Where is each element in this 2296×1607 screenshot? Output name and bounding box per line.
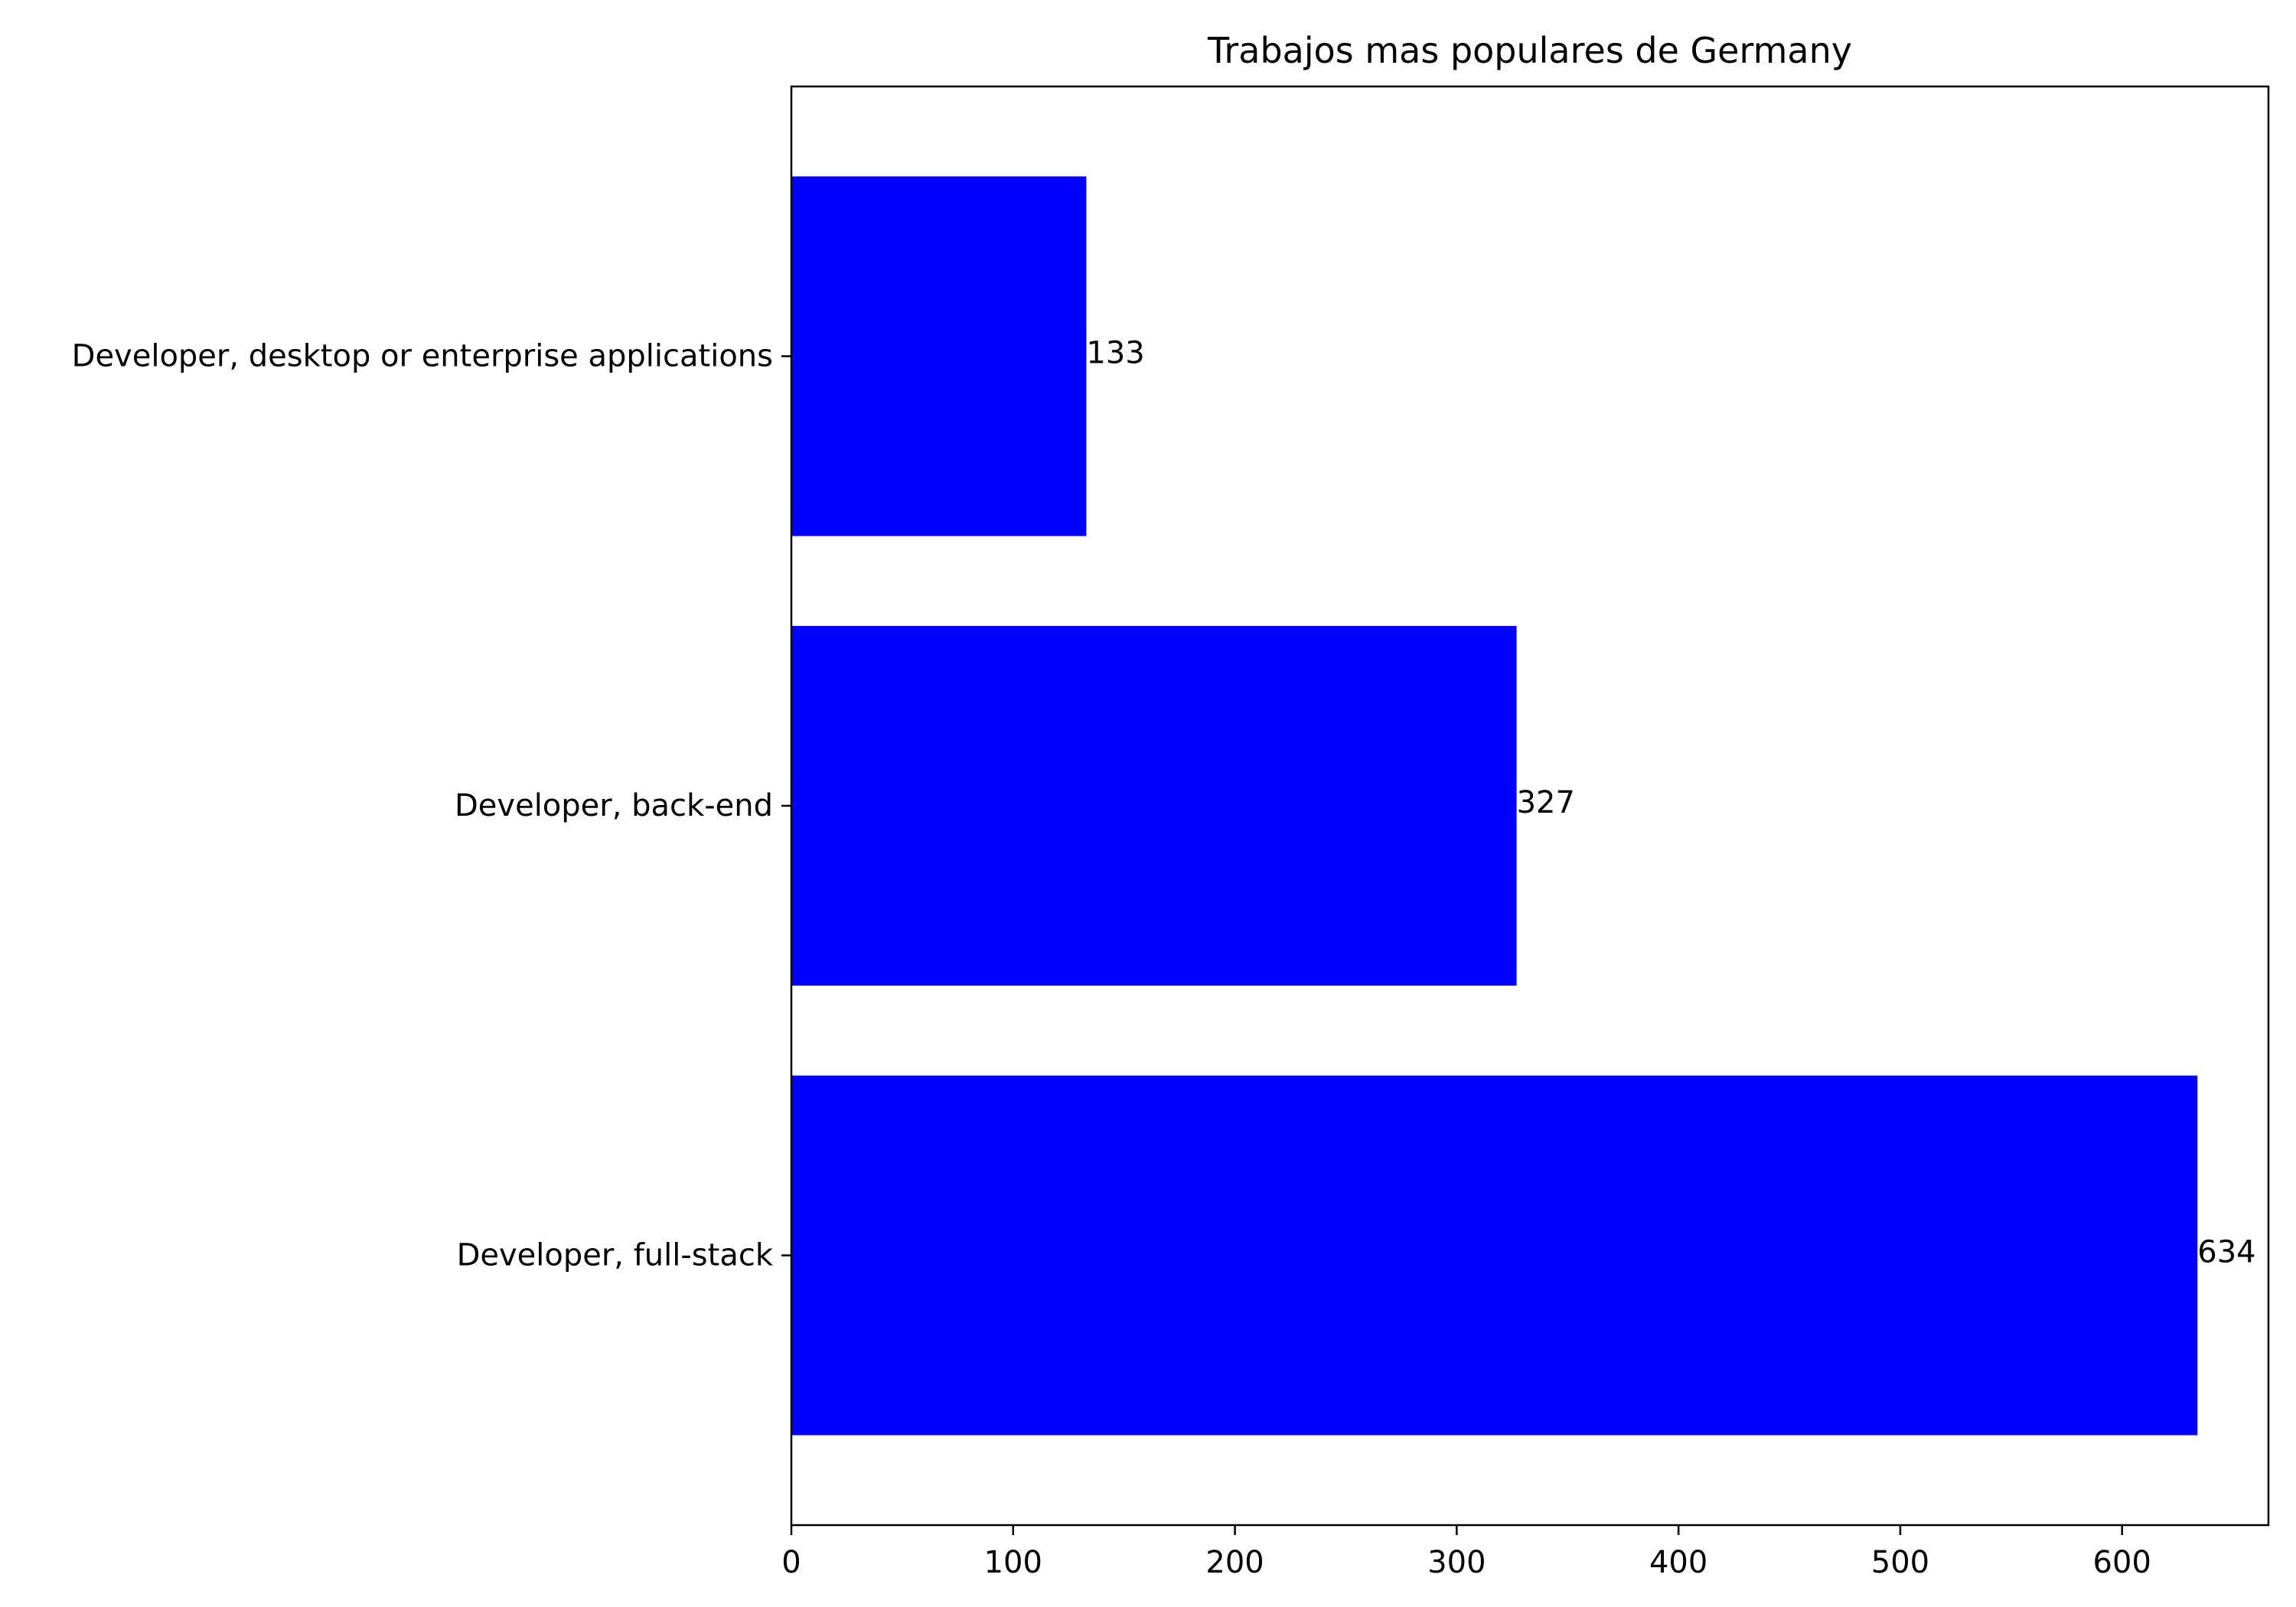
x-tick-label: 0 — [781, 1545, 801, 1580]
bar — [791, 176, 1087, 536]
bar — [791, 1075, 2198, 1436]
y-tick-label: Developer, desktop or enterprise applica… — [72, 339, 773, 374]
x-tick-label: 200 — [1205, 1545, 1264, 1580]
data-label: 327 — [1517, 785, 1575, 820]
data-label: 133 — [1086, 336, 1144, 371]
y-tick-label: Developer, full-stack — [457, 1238, 774, 1273]
y-tick-label: Developer, back-end — [455, 788, 773, 823]
x-tick-label: 100 — [984, 1545, 1042, 1580]
x-tick-label: 400 — [1649, 1545, 1707, 1580]
x-tick-label: 500 — [1871, 1545, 1929, 1580]
data-label: 634 — [2197, 1235, 2255, 1270]
y-axis-ticks: Developer, full-stack Developer, back-end… — [72, 339, 791, 1273]
bars-group — [791, 176, 2198, 1436]
x-tick-label: 600 — [2093, 1545, 2151, 1580]
x-tick-label: 300 — [1427, 1545, 1486, 1580]
x-axis-ticks: 0 100 200 300 400 500 600 — [781, 1525, 2151, 1580]
bar — [791, 626, 1517, 986]
data-labels-group: 634 327 133 — [1086, 336, 2255, 1270]
plot-frame — [790, 85, 2270, 1527]
chart-title: Trabajos mas populares de Germany — [1207, 30, 1852, 71]
